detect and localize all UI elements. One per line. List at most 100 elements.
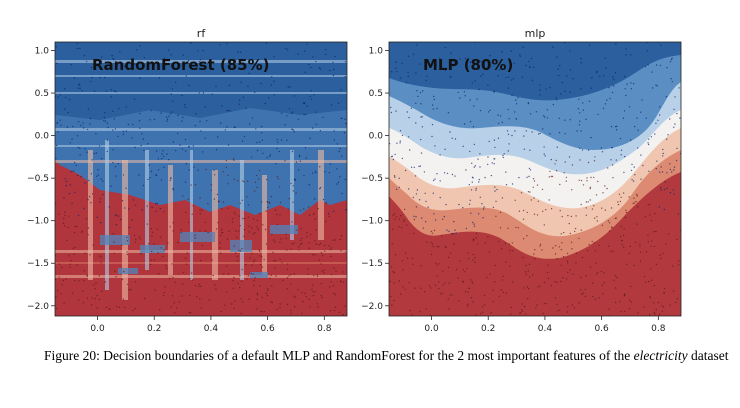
data-point xyxy=(291,243,293,245)
data-point xyxy=(475,237,477,239)
data-point xyxy=(619,137,622,140)
data-point xyxy=(626,263,628,265)
data-point xyxy=(333,267,335,269)
data-point xyxy=(511,94,513,96)
data-point xyxy=(252,218,255,220)
data-point xyxy=(161,158,163,160)
data-point xyxy=(191,279,194,281)
data-point xyxy=(469,279,472,281)
data-point xyxy=(600,147,603,149)
data-point xyxy=(413,218,415,221)
data-point xyxy=(91,76,93,79)
data-point xyxy=(665,243,667,245)
data-point xyxy=(204,221,206,224)
data-point xyxy=(237,282,239,285)
data-point xyxy=(170,177,172,179)
data-point xyxy=(339,238,342,241)
data-point xyxy=(519,313,521,315)
x-tick-label: 0.2 xyxy=(481,324,495,334)
data-point xyxy=(560,233,562,235)
data-point xyxy=(288,108,291,110)
data-point xyxy=(493,90,495,93)
data-point xyxy=(539,84,541,86)
data-point xyxy=(399,140,401,142)
data-point xyxy=(112,129,114,131)
data-point xyxy=(448,282,451,284)
data-point xyxy=(444,47,447,49)
data-point xyxy=(432,192,434,194)
data-point xyxy=(238,215,240,217)
data-point xyxy=(521,309,523,311)
data-point xyxy=(567,306,569,308)
y-tick-label: −0.5 xyxy=(27,174,49,184)
data-point xyxy=(462,207,464,209)
data-point xyxy=(671,81,673,83)
data-point xyxy=(112,233,115,235)
data-point xyxy=(232,287,235,289)
data-point xyxy=(147,143,149,145)
data-point xyxy=(615,43,617,45)
data-point xyxy=(579,120,581,122)
data-point xyxy=(163,155,165,157)
data-point xyxy=(653,230,655,233)
data-point xyxy=(511,134,513,137)
data-point xyxy=(623,234,625,237)
data-point xyxy=(206,120,208,122)
data-point xyxy=(468,184,470,186)
data-point xyxy=(105,90,107,92)
mlp-panel: mlp MLP (80%) 0.0 0.2 0.4 0.6 0.8 1.00.50.0−… xyxy=(361,27,682,334)
data-point xyxy=(623,228,625,230)
data-point xyxy=(256,186,258,189)
data-point xyxy=(628,106,631,108)
data-point xyxy=(608,87,610,89)
data-point xyxy=(425,308,427,310)
data-point xyxy=(444,282,446,284)
data-point xyxy=(556,258,558,260)
data-point xyxy=(472,240,475,242)
data-point xyxy=(643,306,645,308)
data-point xyxy=(471,280,473,283)
data-point xyxy=(403,219,405,221)
data-point xyxy=(330,281,332,283)
data-point xyxy=(599,75,601,78)
data-point xyxy=(533,180,536,182)
data-point xyxy=(297,118,299,121)
data-point xyxy=(110,89,112,91)
data-point xyxy=(584,295,587,298)
data-point xyxy=(651,87,654,89)
data-point xyxy=(318,244,320,246)
data-point xyxy=(571,164,574,166)
data-point xyxy=(259,264,262,266)
data-point xyxy=(69,263,72,265)
data-point xyxy=(227,183,229,185)
data-point xyxy=(63,302,65,304)
data-point xyxy=(251,227,253,229)
data-point xyxy=(613,85,615,87)
data-point xyxy=(637,129,639,131)
data-point xyxy=(462,145,464,147)
data-point xyxy=(70,63,72,66)
data-point xyxy=(459,58,461,60)
data-point xyxy=(541,188,544,191)
data-point xyxy=(212,274,214,277)
data-point xyxy=(288,275,290,277)
data-point xyxy=(438,246,440,248)
data-point xyxy=(256,308,258,310)
data-point xyxy=(586,180,588,182)
data-point xyxy=(561,242,563,244)
data-point xyxy=(487,236,489,238)
data-point xyxy=(252,273,254,275)
data-point xyxy=(564,133,566,135)
data-point xyxy=(620,154,622,156)
data-point xyxy=(123,65,126,68)
data-point xyxy=(320,263,322,265)
data-point xyxy=(669,304,671,306)
data-point xyxy=(442,218,444,220)
data-point xyxy=(463,91,466,93)
data-point xyxy=(64,88,66,90)
data-point xyxy=(414,287,416,289)
data-point xyxy=(168,115,170,118)
data-point xyxy=(659,313,661,316)
data-point xyxy=(103,120,105,122)
data-point xyxy=(393,175,396,177)
